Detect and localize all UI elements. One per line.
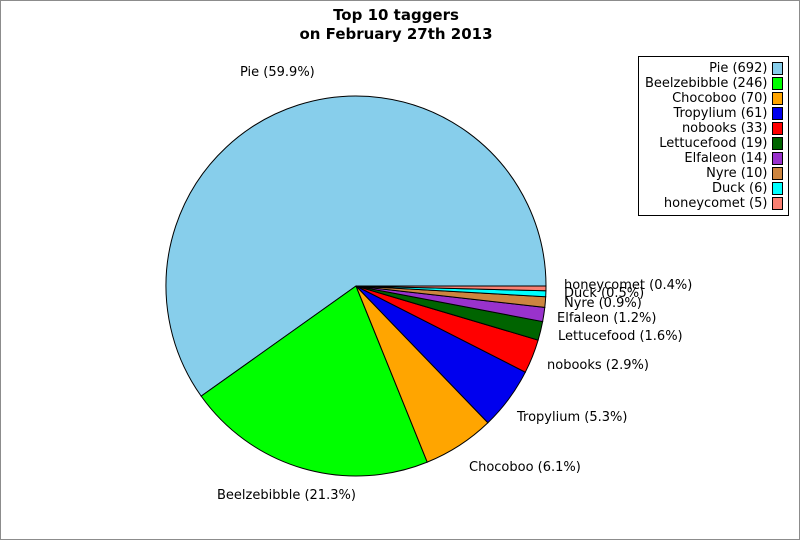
legend-item-chocoboo[interactable]: Chocoboo (70) — [645, 91, 784, 106]
legend-item-label: nobooks (33) — [681, 121, 768, 136]
legend-item-pie[interactable]: Pie (692) — [645, 61, 784, 76]
legend-item-lettucefood[interactable]: Lettucefood (19) — [645, 136, 784, 151]
page-subtitle: on February 27th 2013 — [299, 25, 493, 43]
slice-label-beelzebibble: Beelzebibble (21.3%) — [217, 488, 356, 503]
legend-item-honeycomet[interactable]: honeycomet (5) — [645, 196, 784, 211]
legend-item-label: honeycomet (5) — [663, 196, 768, 211]
legend-color-swatch — [772, 167, 784, 180]
legend-color-swatch — [772, 197, 784, 210]
legend-item-nyre[interactable]: Nyre (10) — [645, 166, 784, 181]
legend-color-swatch — [772, 152, 784, 165]
legend-item-duck[interactable]: Duck (6) — [645, 181, 784, 196]
slice-label-lettucefood: Lettucefood (1.6%) — [558, 329, 683, 344]
slice-label-honeycomet: honeycomet (0.4%) — [564, 278, 693, 293]
slice-label-pie: Pie (59.9%) — [240, 65, 315, 80]
slice-label-nobooks: nobooks (2.9%) — [547, 358, 649, 373]
legend-color-swatch — [772, 62, 784, 75]
legend-color-swatch — [772, 137, 784, 150]
legend-item-label: Beelzebibble (246) — [645, 76, 768, 91]
legend-item-beelzebibble[interactable]: Beelzebibble (246) — [645, 76, 784, 91]
pie-slice-beelzebibble[interactable] — [200, 285, 428, 477]
legend-color-swatch — [772, 77, 784, 90]
slice-label-elfaleon: Elfaleon (1.2%) — [557, 311, 657, 326]
legend-item-elfaleon[interactable]: Elfaleon (14) — [645, 151, 784, 166]
legend-item-label: Lettucefood (19) — [659, 136, 768, 151]
slice-label-chocoboo: Chocoboo (6.1%) — [469, 460, 581, 475]
legend-color-swatch — [772, 92, 784, 105]
legend-item-label: Nyre (10) — [706, 166, 768, 181]
legend-item-nobooks[interactable]: nobooks (33) — [645, 121, 784, 136]
slice-label-duck: Duck (0.5%) — [564, 286, 645, 301]
pie-slice-pie[interactable] — [165, 95, 547, 397]
pie-slice-honeycomet[interactable] — [355, 285, 547, 292]
legend-color-swatch — [772, 182, 784, 195]
slice-label-tropylium: Tropylium (5.3%) — [517, 410, 628, 425]
slice-label-nyre: Nyre (0.9%) — [564, 296, 642, 311]
legend-item-label: Elfaleon (14) — [684, 151, 768, 166]
legend-color-swatch — [772, 122, 784, 135]
legend-color-swatch — [772, 107, 784, 120]
page-title: Top 10 taggers — [333, 6, 459, 24]
legend-item-label: Pie (692) — [709, 61, 768, 76]
legend-item-tropylium[interactable]: Tropylium (61) — [645, 106, 784, 121]
legend-item-label: Chocoboo (70) — [672, 91, 768, 106]
legend: Pie (692) Beelzebibble (246) Chocoboo (70)… — [638, 56, 790, 216]
legend-item-label: Duck (6) — [711, 181, 768, 196]
pie-slice-group — [165, 95, 547, 477]
legend-item-label: Tropylium (61) — [673, 106, 768, 121]
